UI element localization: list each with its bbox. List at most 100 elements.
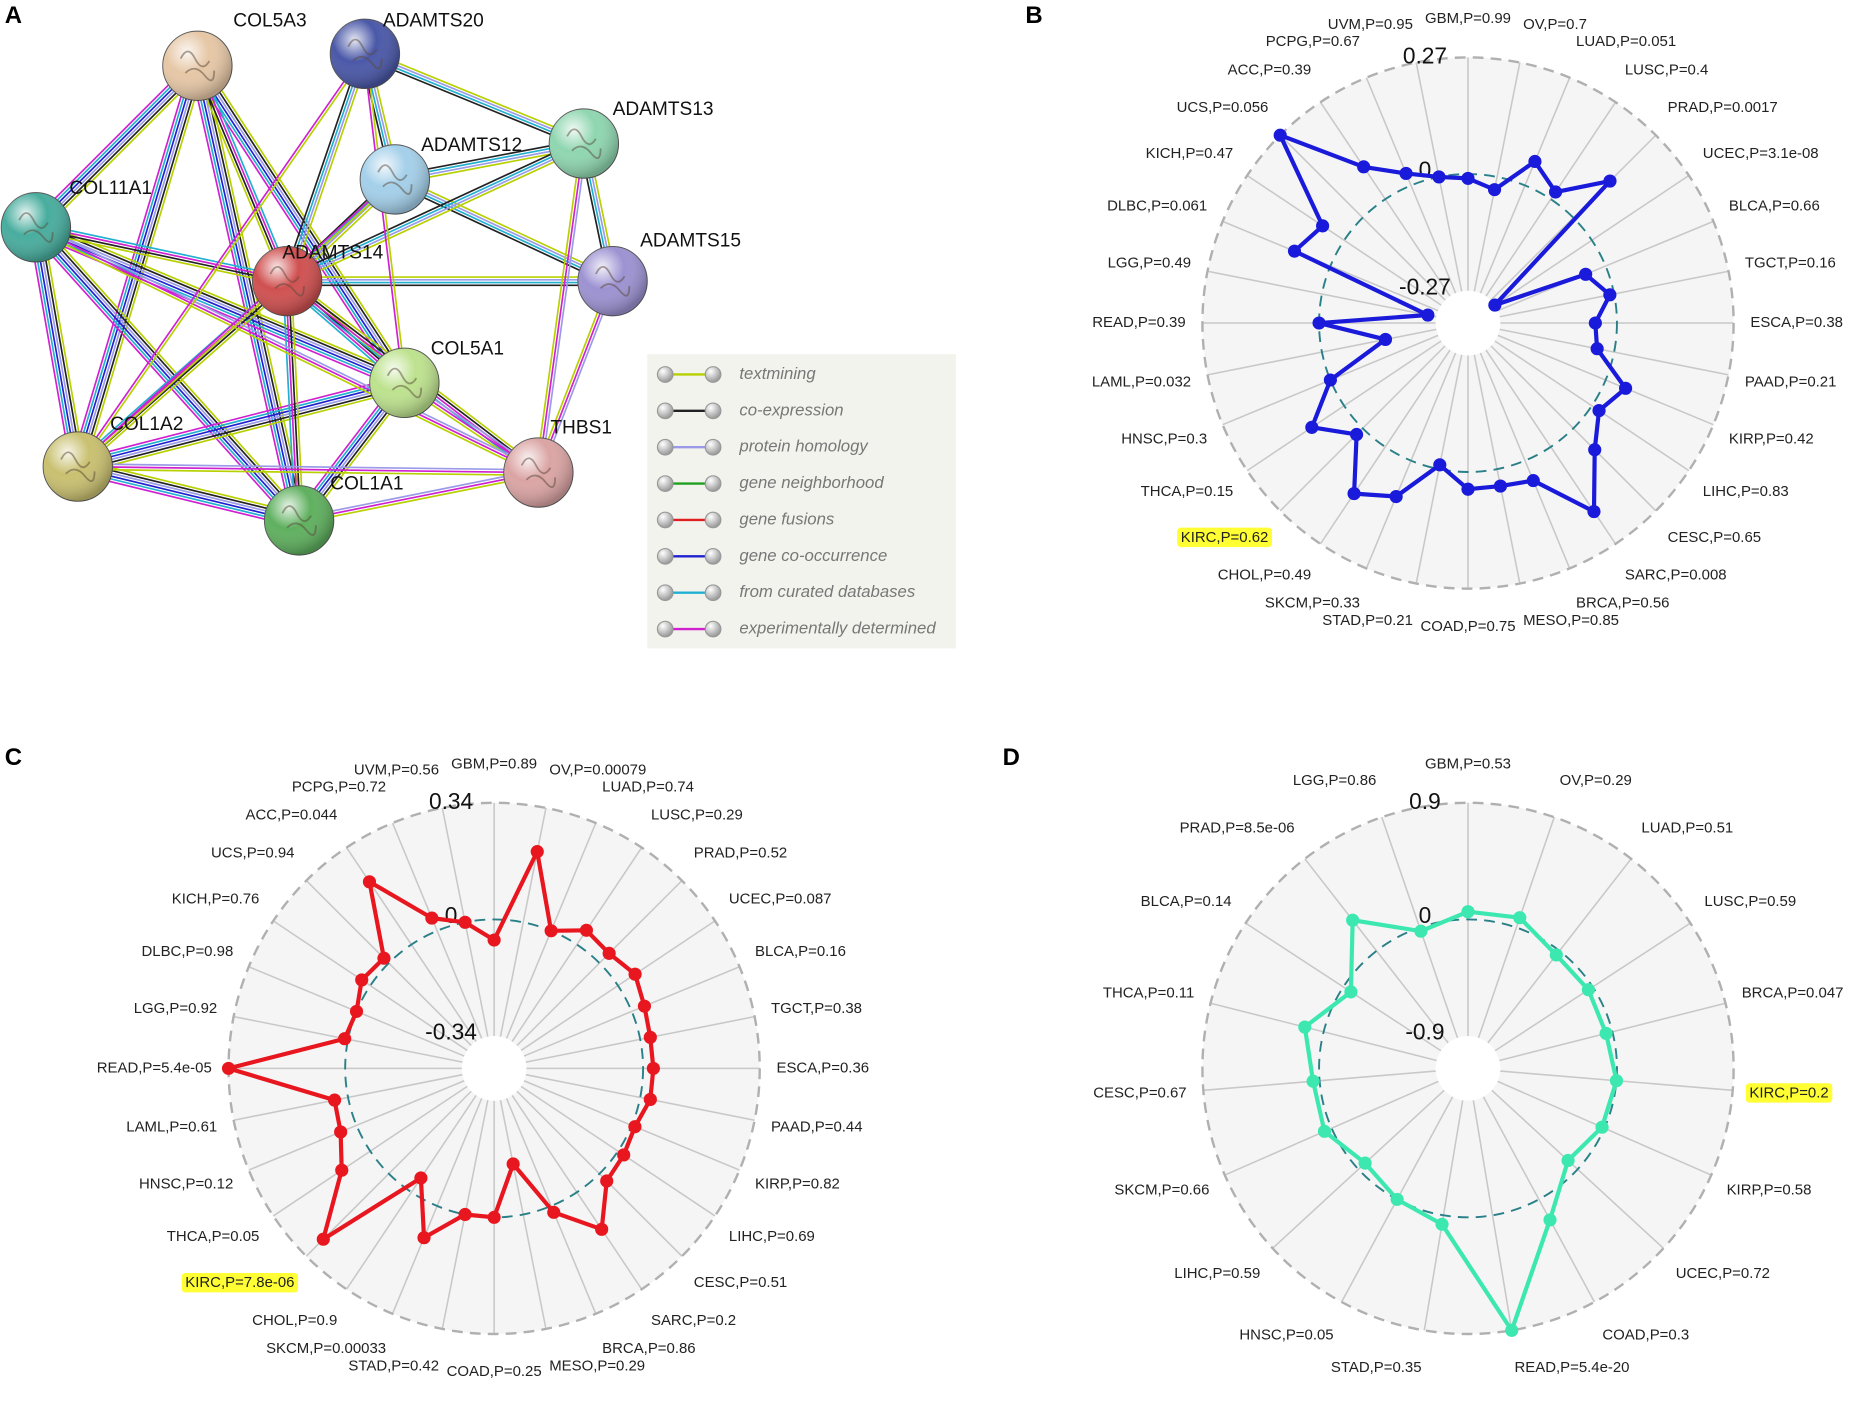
network-edge: [298, 471, 539, 522]
category-label: LAML,P=0.032: [1092, 373, 1191, 390]
category-label: KIRC,P=0.2: [1749, 1084, 1828, 1101]
node-label: ADAMTS14: [282, 243, 383, 264]
node-label: COL5A1: [431, 338, 504, 359]
category-label: THCA,P=0.15: [1141, 483, 1234, 500]
radar-point: [487, 1210, 501, 1224]
network-edge: [34, 227, 299, 522]
legend-ball: [704, 620, 722, 638]
radar-point: [335, 1163, 349, 1177]
network-edge: [30, 60, 194, 224]
network-edge: [78, 461, 301, 518]
panel-letter: C: [5, 744, 22, 771]
radar-point: [1587, 504, 1601, 519]
category-label: DLBC,P=0.98: [142, 943, 234, 960]
network-edge: [38, 68, 201, 231]
protein-structure: [347, 38, 383, 70]
category-label: LUAD,P=0.51: [1641, 820, 1733, 837]
network-edge: [37, 222, 407, 380]
category-label: PAAD,P=0.44: [771, 1119, 862, 1136]
network-edge: [393, 179, 613, 284]
radar-point: [602, 946, 616, 960]
radial-grid: [461, 1036, 527, 1101]
radar-point: [1461, 482, 1475, 496]
network-edge: [288, 146, 586, 286]
category-label: COAD,P=0.3: [1602, 1327, 1689, 1344]
network-edge: [299, 474, 540, 524]
category-label: READ,P=5.4e-20: [1514, 1359, 1629, 1376]
radar-point: [1513, 911, 1527, 925]
network-edge: [77, 465, 539, 474]
node-shine: [43, 431, 113, 502]
network-edge: [537, 143, 585, 473]
radial-grid: [1201, 801, 1735, 1336]
category-label: UCEC,P=3.1e-08: [1703, 145, 1819, 162]
category-label: LGG,P=0.86: [1293, 772, 1376, 789]
legend-ball: [704, 438, 722, 456]
radial-grid: [1435, 290, 1501, 356]
radar-point: [1305, 420, 1319, 434]
category-label: COAD,P=0.25: [447, 1363, 542, 1380]
r-tick-label: 0: [1419, 902, 1432, 928]
radar-point: [1432, 170, 1446, 184]
radar-point: [1287, 244, 1302, 258]
category-label: KIRC,P=0.62: [1181, 529, 1269, 546]
category-label: ACC,P=0.39: [1228, 61, 1311, 78]
radar-point: [643, 1030, 657, 1044]
network-edge: [35, 226, 539, 474]
node-shine: [549, 108, 619, 179]
network-edge: [78, 386, 406, 472]
spoke: [1246, 174, 1442, 306]
category-label: LUAD,P=0.74: [602, 779, 694, 796]
network-edge: [287, 281, 302, 521]
category-label: UVM,P=0.95: [1328, 16, 1413, 33]
legend-label: gene co-occurrence: [739, 546, 887, 565]
node-shine: [330, 19, 400, 89]
network-edge: [282, 52, 362, 281]
spoke: [1319, 349, 1451, 545]
radar-point: [1346, 913, 1360, 927]
radar-point: [1358, 1156, 1372, 1170]
category-label: HNSC,P=0.3: [1121, 430, 1207, 447]
category-label: CESC,P=0.65: [1668, 529, 1761, 546]
radar-point: [1619, 381, 1633, 395]
legend-ball: [656, 475, 674, 492]
category-label: LAML,P=0.61: [126, 1119, 217, 1136]
network-edge: [38, 220, 408, 378]
radar-point: [1592, 404, 1606, 418]
radar-point: [547, 1205, 561, 1219]
network-edge: [287, 144, 585, 284]
network-edge: [365, 51, 585, 144]
radar-point: [1344, 985, 1358, 999]
legend-label: gene neighborhood: [739, 473, 884, 492]
legend-label: gene fusions: [739, 509, 835, 528]
spoke: [511, 847, 643, 1042]
spoke: [272, 920, 468, 1052]
spoke: [525, 1073, 755, 1121]
network-edge: [73, 64, 195, 466]
network-edge: [77, 383, 405, 469]
radar-point: [355, 973, 369, 987]
radar-point: [327, 1093, 342, 1107]
radar-point: [1493, 479, 1508, 493]
radar-point: [377, 951, 391, 965]
category-label: PRAD,P=0.52: [694, 844, 787, 861]
protein-structure: [377, 164, 413, 195]
radar-point: [1548, 185, 1563, 199]
network-edge: [286, 141, 584, 281]
network-edge: [79, 388, 407, 475]
radar-point: [1588, 316, 1602, 330]
category-label: BRCA,P=0.56: [1576, 595, 1669, 612]
protein-structure: [281, 505, 317, 536]
spoke: [1207, 270, 1437, 318]
node-label: ADAMTS12: [421, 135, 522, 156]
node-label: COL11A1: [69, 178, 152, 199]
network-edge: [77, 468, 539, 477]
radar-point: [334, 1125, 348, 1139]
radar-point: [1603, 174, 1617, 188]
node-shine: [252, 246, 322, 316]
category-label: UCEC,P=0.72: [1676, 1265, 1770, 1282]
radar-point: [1357, 160, 1371, 174]
network-edge: [76, 378, 404, 464]
network-edge: [540, 143, 588, 474]
network-edge: [192, 67, 285, 284]
